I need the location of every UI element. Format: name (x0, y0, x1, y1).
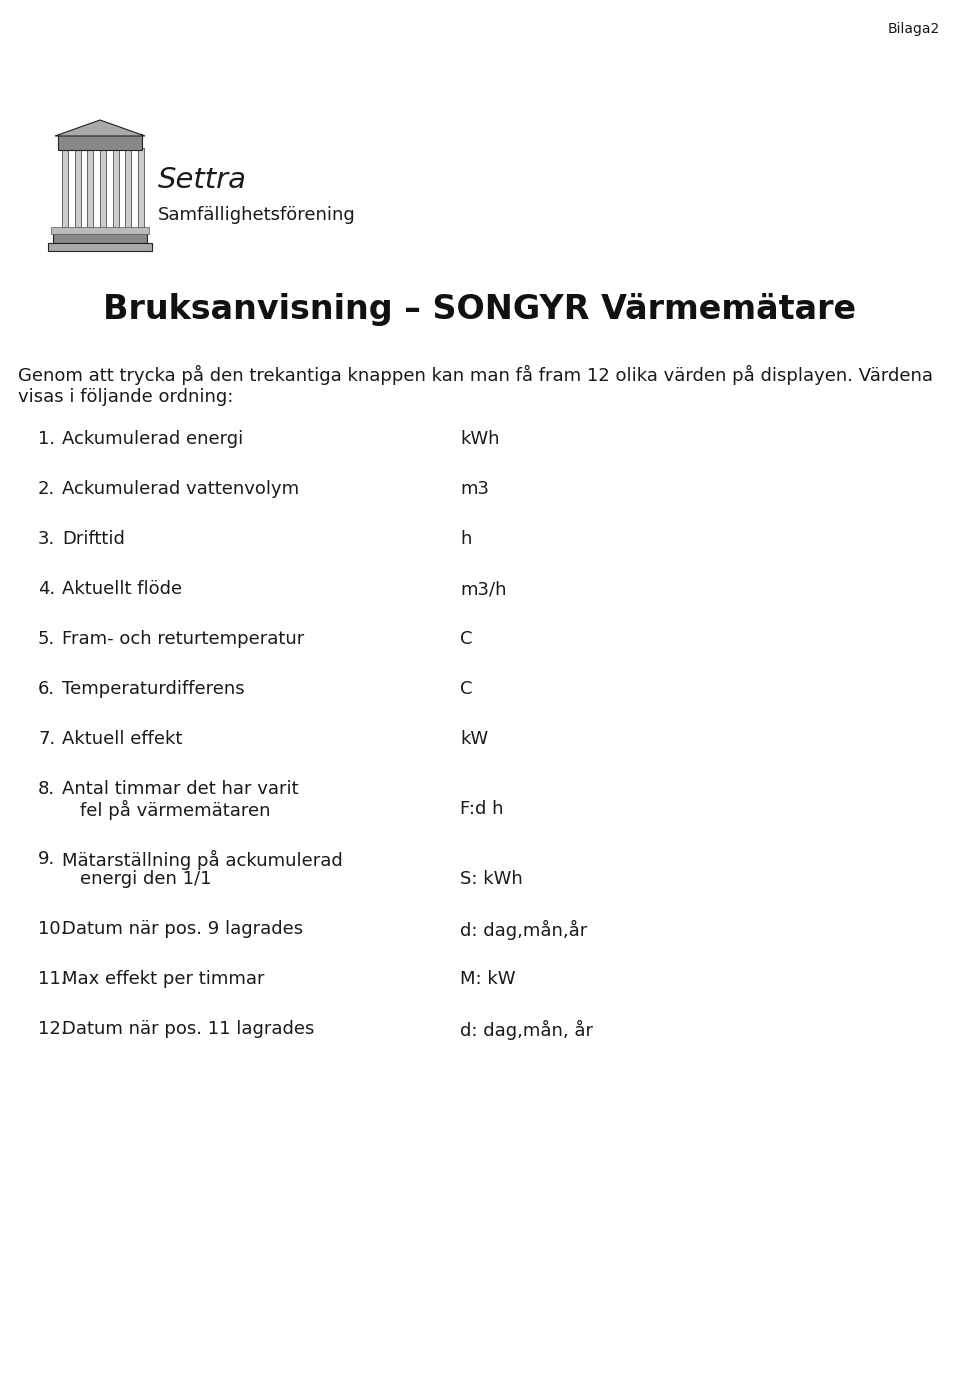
Text: d: dag,mån,år: d: dag,mån,år (460, 920, 588, 939)
Polygon shape (55, 120, 145, 136)
Text: Datum när pos. 11 lagrades: Datum när pos. 11 lagrades (62, 1021, 314, 1037)
Bar (87, 148, 93, 233)
Text: m3/h: m3/h (460, 580, 507, 598)
Text: Temperaturdifferens: Temperaturdifferens (62, 679, 245, 698)
Text: Genom att trycka på den trekantiga knappen kan man få fram 12 olika värden på di: Genom att trycka på den trekantiga knapp… (18, 365, 933, 384)
Text: 11.: 11. (38, 970, 66, 988)
Bar (138, 148, 144, 233)
Text: Drifttid: Drifttid (62, 530, 125, 548)
Text: 8.: 8. (38, 780, 55, 798)
Text: Mätarställning på ackumulerad: Mätarställning på ackumulerad (62, 850, 343, 870)
Text: 2.: 2. (38, 480, 56, 498)
Bar (126, 148, 132, 233)
Text: 5.: 5. (38, 630, 56, 649)
Text: Fram- och returtemperatur: Fram- och returtemperatur (62, 630, 304, 649)
Text: 10.: 10. (38, 920, 66, 938)
Text: F:d h: F:d h (460, 800, 503, 818)
Text: Settra: Settra (158, 166, 247, 194)
Bar (112, 148, 119, 233)
Text: 9.: 9. (38, 850, 56, 868)
Text: m3: m3 (460, 480, 489, 498)
Text: Antal timmar det har varit: Antal timmar det har varit (62, 780, 299, 798)
Text: Bruksanvisning – SONGYR Värmemätare: Bruksanvisning – SONGYR Värmemätare (104, 294, 856, 327)
Text: Ackumulerad energi: Ackumulerad energi (62, 431, 243, 447)
Text: fel på värmemätaren: fel på värmemätaren (80, 800, 271, 821)
Bar (62, 148, 68, 233)
Text: Datum när pos. 9 lagrades: Datum när pos. 9 lagrades (62, 920, 303, 938)
Bar (53, 233, 147, 243)
Text: 4.: 4. (38, 580, 56, 598)
Text: 12.: 12. (38, 1021, 66, 1037)
Text: Max effekt per timmar: Max effekt per timmar (62, 970, 265, 988)
Text: d: dag,mån, år: d: dag,mån, år (460, 1021, 593, 1040)
Text: 1.: 1. (38, 431, 55, 447)
Text: energi den 1/1: energi den 1/1 (80, 870, 211, 888)
Text: Samfällighetsförening: Samfällighetsförening (158, 206, 356, 224)
Text: C: C (460, 630, 472, 649)
Text: Aktuellt flöde: Aktuellt flöde (62, 580, 182, 598)
Text: 3.: 3. (38, 530, 56, 548)
Bar (75, 148, 81, 233)
Text: S: kWh: S: kWh (460, 870, 523, 888)
Text: M: kW: M: kW (460, 970, 516, 988)
Text: 7.: 7. (38, 730, 56, 748)
Bar (48, 243, 152, 252)
Text: C: C (460, 679, 472, 698)
Text: kW: kW (460, 730, 488, 748)
Text: Bilaga2: Bilaga2 (888, 22, 940, 36)
Bar (51, 226, 149, 233)
Text: Ackumulerad vattenvolym: Ackumulerad vattenvolym (62, 480, 300, 498)
Bar (58, 134, 142, 150)
Text: kWh: kWh (460, 431, 499, 447)
Text: Aktuell effekt: Aktuell effekt (62, 730, 182, 748)
Text: visas i följande ordning:: visas i följande ordning: (18, 389, 233, 405)
Bar (100, 148, 106, 233)
Text: h: h (460, 530, 471, 548)
Text: 6.: 6. (38, 679, 55, 698)
